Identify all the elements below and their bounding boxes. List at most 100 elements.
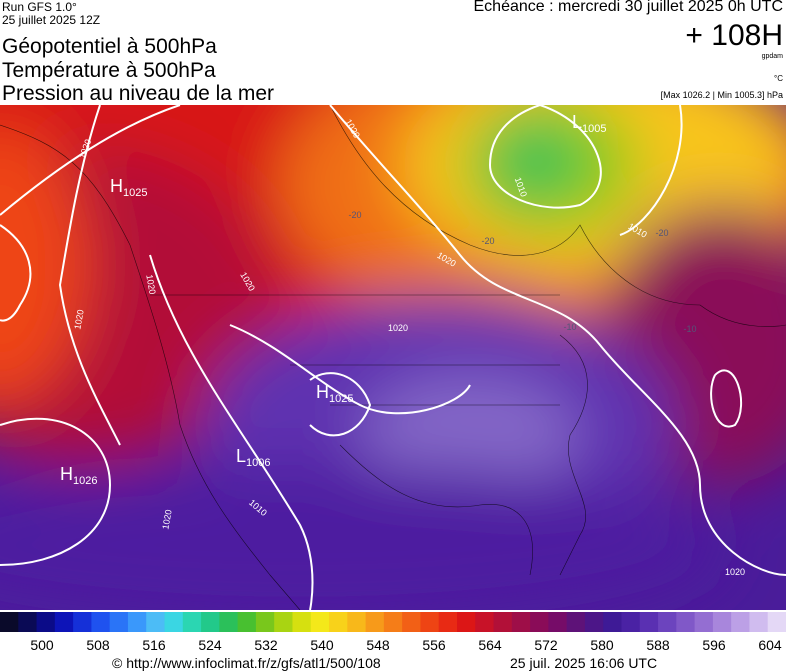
center-value: 1025 — [123, 187, 147, 199]
coastlines — [0, 105, 786, 610]
colorbar-swatch — [54, 612, 74, 632]
colorbar-swatch — [475, 612, 495, 632]
colorbar-swatch — [365, 612, 385, 632]
center-value: 1005 — [582, 123, 606, 135]
colorbar-tick: 556 — [422, 637, 446, 653]
range: [Max 1026.2 | Min 1005.3] hPa — [660, 90, 783, 100]
colorbar-swatch — [511, 612, 531, 632]
colorbar-tick: 572 — [534, 637, 558, 653]
colorbar-swatch — [0, 612, 19, 632]
run-label: Run GFS 1.0° — [2, 0, 77, 14]
temperature-label: -20 — [655, 228, 668, 238]
center-letter: H — [316, 382, 329, 402]
colorbar-swatch — [749, 612, 769, 632]
isobar-label: 1020 — [160, 509, 173, 530]
run-date: 25 juillet 2025 12Z — [2, 13, 101, 27]
colorbar-swatch — [456, 612, 476, 632]
colorbar: 500 508 516 524 532 540 548 556 564 572 580 588 596 6… — [0, 612, 786, 653]
title: Température à 500hPa — [2, 59, 216, 82]
colorbar-tick: 548 — [366, 637, 390, 653]
colorbar-swatch — [36, 612, 56, 632]
center-letter: L — [572, 112, 582, 132]
colorbar-swatch — [292, 612, 312, 632]
colorbar-tick: 532 — [254, 637, 278, 653]
colorbar-swatch — [237, 612, 257, 632]
colorbar-swatch — [712, 612, 732, 632]
map: H1025H1025L1006H1026L1005102010201020102… — [0, 105, 786, 610]
center-letter: H — [60, 464, 73, 484]
center-value: 1006 — [246, 457, 270, 469]
colorbar-swatch — [383, 612, 403, 632]
colorbar-tick: 540 — [310, 637, 334, 653]
colorbar-swatch — [402, 612, 421, 632]
colorbar-tick: 588 — [646, 637, 670, 653]
colorbar-swatch — [201, 612, 220, 632]
center-value: 1025 — [329, 393, 353, 405]
colorbar-swatch — [146, 612, 166, 632]
temp-unit: °C — [774, 74, 783, 83]
colorbar-swatch — [164, 612, 184, 632]
colorbar-tick: 516 — [142, 637, 166, 653]
colorbar-swatch — [658, 612, 677, 632]
colorbar-swatch — [566, 612, 586, 632]
colorbar-swatch — [310, 612, 330, 632]
colorbar-tick: 500 — [30, 637, 54, 653]
colorbar-swatch — [548, 612, 568, 632]
colorbar-tick: 580 — [590, 637, 614, 653]
pressure-center: H1025 — [110, 176, 147, 199]
colorbar-tick: 604 — [758, 637, 782, 653]
title: Géopotentiel à 500hPa — [2, 35, 217, 58]
colorbar-swatch — [347, 612, 367, 632]
colorbar-tick: 508 — [86, 637, 110, 653]
colorbar-swatch — [18, 612, 38, 632]
valid-time: Echéance : mercredi 30 juillet 2025 0h U… — [473, 0, 784, 15]
colorbar-swatch — [731, 612, 750, 632]
colorbar-swatch — [621, 612, 641, 632]
colorbar-swatch — [530, 612, 549, 632]
isobar-label: 1020 — [144, 274, 157, 295]
colorbar-swatch — [694, 612, 714, 632]
temperature-label: -10 — [683, 324, 696, 334]
colorbar-swatch — [493, 612, 513, 632]
isobars — [0, 105, 786, 610]
colorbar-swatch — [329, 612, 348, 632]
center-letter: H — [110, 176, 123, 196]
colorbar-swatch — [91, 612, 111, 632]
colorbar-swatch — [109, 612, 129, 632]
colorbar-swatch — [127, 612, 147, 632]
colorbar-swatch — [438, 612, 458, 632]
colorbar-swatch — [420, 612, 440, 632]
colorbar-swatch — [73, 612, 92, 632]
center-letter: L — [236, 446, 246, 466]
colorbar-swatch — [603, 612, 622, 632]
isobar-label: 1020 — [388, 323, 408, 333]
temperature-label: -20 — [348, 210, 361, 220]
temperature-label: -20 — [481, 236, 494, 246]
timestamp: 25 juil. 2025 16:06 UTC — [510, 655, 658, 671]
color-field — [0, 105, 786, 610]
temperature-label: -10 — [563, 322, 576, 332]
colorbar-tick: 596 — [702, 637, 726, 653]
isobar-label: 1020 — [725, 567, 745, 577]
isobar-label: 1020 — [72, 309, 85, 330]
lead-time: + 108H — [685, 19, 783, 52]
pressure-center: L1006 — [236, 446, 271, 469]
unit: gpdam — [761, 53, 783, 60]
colorbar-swatch — [255, 612, 275, 632]
pressure-center: H1025 — [316, 382, 353, 405]
source-url: © http://www.infoclimat.fr/z/gfs/atl1/50… — [112, 655, 381, 671]
colorbar-swatch — [584, 612, 604, 632]
colorbar-swatch — [767, 612, 786, 632]
pressure-center: H1026 — [60, 464, 97, 487]
center-value: 1026 — [73, 475, 97, 487]
colorbar-swatch — [274, 612, 293, 632]
colorbar-tick: 564 — [478, 637, 502, 653]
colorbar-swatch — [639, 612, 659, 632]
colorbar-swatch — [182, 612, 202, 632]
pressure-center: L1005 — [572, 112, 607, 135]
colorbar-tick: 524 — [198, 637, 222, 653]
colorbar-swatch — [219, 612, 239, 632]
colorbar-swatch — [676, 612, 696, 632]
title: Pression au niveau de la mer — [2, 82, 274, 105]
